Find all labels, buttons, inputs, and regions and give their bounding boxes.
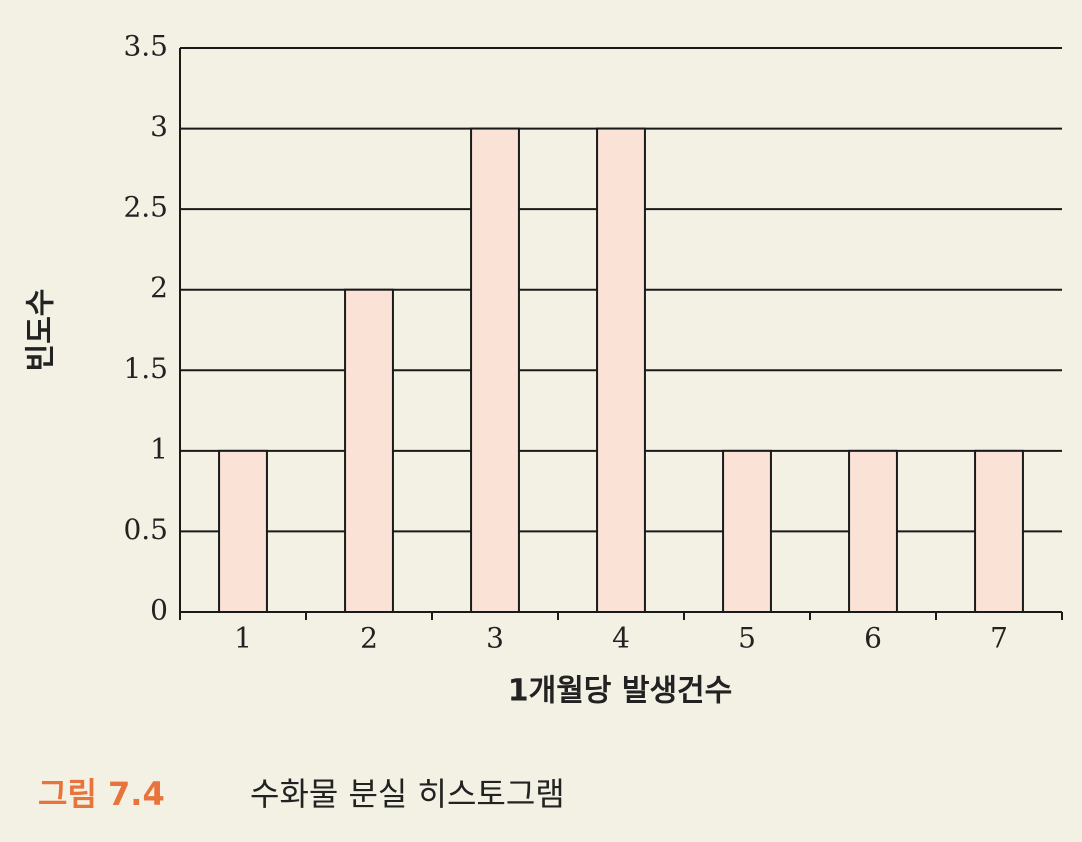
x-tick-label: 5 — [738, 622, 756, 655]
x-tick-label: 4 — [612, 622, 630, 655]
x-tick-label: 6 — [864, 622, 882, 655]
bar — [596, 127, 646, 613]
y-tick-label: 0 — [150, 594, 168, 627]
y-tick-label: 3.5 — [123, 30, 168, 63]
y-tick-label: 2.5 — [123, 191, 168, 224]
y-axis-label: 빈도수 — [24, 289, 59, 372]
x-tick-label: 2 — [360, 622, 378, 655]
y-tick-label: 1.5 — [123, 352, 168, 385]
caption-label: 그림 7.4 — [38, 775, 165, 813]
bar — [218, 449, 268, 613]
y-tick-label: 2 — [150, 271, 168, 304]
caption-title: 수화물 분실 히스토그램 — [250, 775, 565, 813]
bar — [470, 127, 520, 613]
bar — [848, 449, 898, 613]
bar — [974, 449, 1024, 613]
x-tick-label: 3 — [486, 622, 504, 655]
x-axis-label: 1개월당 발생건수 — [508, 674, 733, 709]
y-tick-label: 3 — [150, 110, 168, 143]
y-tick-label: 1 — [150, 432, 168, 465]
x-tick-label: 7 — [990, 622, 1008, 655]
x-tick-label: 1 — [234, 622, 252, 655]
y-tick-label: 0.5 — [123, 513, 168, 546]
bar — [722, 449, 772, 613]
bar — [344, 288, 394, 613]
